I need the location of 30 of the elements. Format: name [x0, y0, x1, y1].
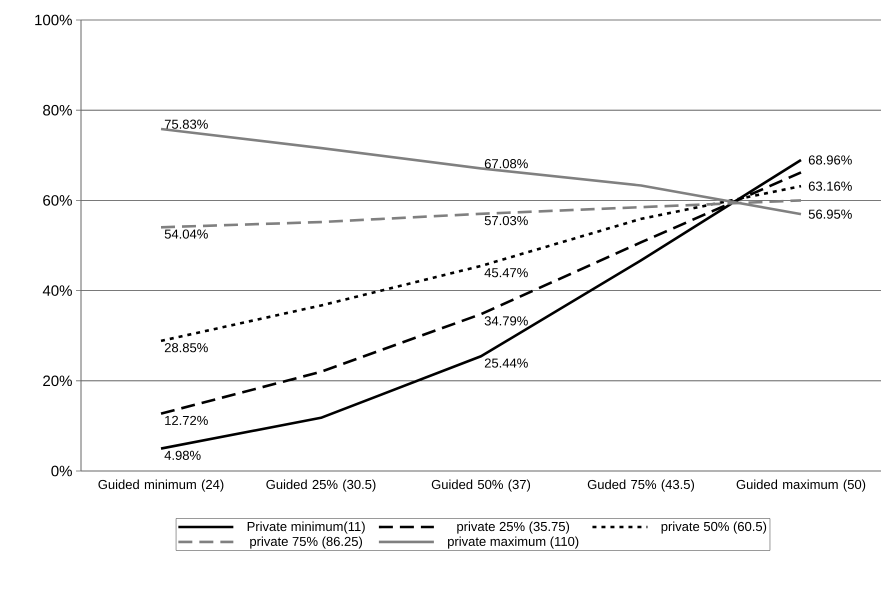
y-tick-label: 40% [42, 285, 72, 296]
x-tick-label: Guided 50% (37) [432, 480, 530, 492]
y-tick-label: 100% [35, 14, 72, 26]
data-label: 75.83% [164, 120, 208, 129]
x-tick-label: Guded 75% (43.5) [588, 480, 694, 492]
data-label: 67.08% [484, 159, 528, 168]
y-tick-label: 0% [51, 466, 72, 476]
legend-label: private 75% (86.25) [250, 536, 362, 549]
data-label: 28.85% [164, 343, 208, 352]
data-label: 45.47% [484, 268, 528, 278]
data-label: 4.98% [164, 450, 201, 460]
data-label: 63.16% [808, 182, 852, 191]
legend-label: private 25% (35.75) [457, 522, 570, 534]
data-label: 12.72% [165, 416, 208, 425]
x-tick-label: Guided minimum (24) [98, 480, 224, 492]
y-tick-label: 20% [43, 375, 72, 386]
legend-label: Private minimum(11) [248, 522, 365, 534]
x-tick-label: Guided maximum (50) [736, 480, 866, 492]
data-label: 34.79% [484, 316, 528, 326]
data-label: 68.96% [808, 155, 852, 165]
y-tick-label: 60% [43, 195, 72, 206]
data-label: 57.03% [484, 216, 528, 226]
x-tick-label: Guided 25% (30.5) [266, 480, 376, 492]
data-label: 56.95% [808, 210, 852, 219]
legend-label: private 50% (60.5) [662, 522, 766, 534]
data-label: 25.44% [484, 358, 528, 368]
line-series [160, 158, 802, 450]
data-label: 54.04% [164, 229, 208, 239]
y-tick-label: 80% [43, 104, 72, 116]
legend-label: private maximum (110) [448, 536, 578, 549]
